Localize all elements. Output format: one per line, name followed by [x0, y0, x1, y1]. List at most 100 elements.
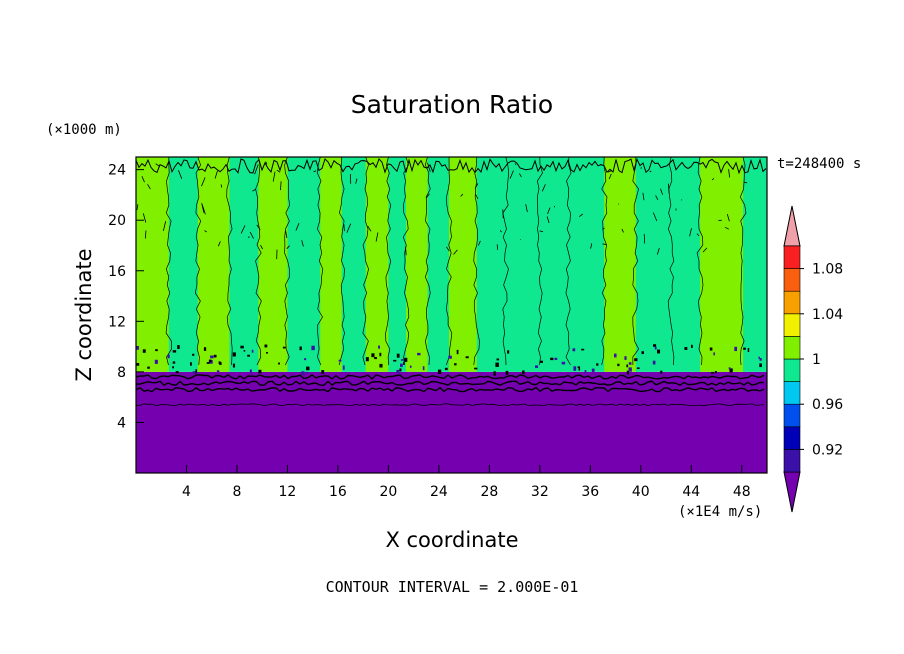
- noise-mark: [596, 363, 599, 366]
- noise-mark: [496, 358, 500, 361]
- noise-mark: [172, 366, 174, 369]
- noise-mark: [249, 369, 252, 374]
- noise-mark: [634, 358, 638, 362]
- x-tick-label: 12: [279, 484, 297, 500]
- noise-mark: [175, 371, 179, 374]
- noise-mark: [136, 346, 139, 350]
- noise-mark: [378, 345, 380, 349]
- noise-mark: [422, 366, 425, 371]
- contour-line: [165, 157, 172, 366]
- noise-mark: [321, 370, 325, 374]
- noise-mark: [399, 368, 402, 372]
- noise-mark: [621, 228, 624, 233]
- noise-mark: [728, 367, 731, 370]
- noise-mark: [691, 344, 693, 349]
- field-column: [287, 157, 321, 372]
- noise-mark: [514, 163, 517, 166]
- noise-mark: [684, 347, 688, 350]
- noise-mark: [142, 349, 146, 353]
- field-column: [258, 157, 288, 372]
- x-axis: 4 8 12 16 20 24 28 32 36 40 44 48: [182, 465, 751, 500]
- x-tick-label: 20: [379, 484, 397, 500]
- noise-mark: [584, 370, 587, 374]
- noise-mark: [218, 361, 221, 364]
- contour-interval-note: CONTOUR INTERVAL = 2.000E-01: [326, 578, 579, 596]
- noise-mark: [154, 359, 158, 364]
- colorbar-swatch: [783, 449, 801, 473]
- noise-mark: [136, 204, 139, 211]
- x-tick-label: 36: [581, 484, 599, 500]
- noise-mark: [709, 347, 713, 351]
- noise-mark: [367, 225, 372, 232]
- noise-mark: [509, 170, 514, 179]
- noise-mark: [696, 233, 700, 237]
- field-column: [427, 157, 450, 372]
- noise-mark: [729, 368, 733, 373]
- y-axis: 4 8 12 16 20 24: [108, 163, 144, 431]
- subsaturated-layer: [136, 371, 767, 473]
- contour-line: [632, 157, 640, 366]
- colorbar-label: 1: [812, 352, 821, 368]
- noise-mark: [206, 362, 210, 364]
- noise-mark: [195, 369, 198, 374]
- noise-mark: [400, 363, 403, 367]
- noise-mark: [192, 371, 197, 374]
- noise-mark: [653, 344, 657, 347]
- noise-mark: [550, 357, 554, 361]
- noise-mark: [178, 170, 183, 180]
- noise-mark: [396, 353, 400, 358]
- x-tick-label: 24: [430, 484, 448, 500]
- noise-mark: [403, 362, 405, 365]
- noise-mark: [365, 357, 369, 362]
- noise-mark: [142, 213, 147, 223]
- y-tick-label: 8: [117, 365, 126, 381]
- noise-mark: [247, 354, 250, 357]
- noise-mark: [743, 181, 748, 184]
- y-tick-label: 12: [108, 314, 126, 330]
- noise-mark: [702, 247, 708, 253]
- noise-mark: [213, 354, 217, 358]
- noise-mark: [546, 216, 550, 224]
- noise-mark: [260, 244, 263, 250]
- noise-mark: [507, 350, 510, 354]
- contour-line: [194, 157, 202, 366]
- noise-mark: [375, 232, 379, 242]
- noise-mark: [355, 178, 358, 184]
- y-tick-label: 24: [108, 163, 126, 179]
- noise-mark: [656, 247, 660, 255]
- noise-mark: [286, 245, 290, 249]
- noise-mark: [201, 177, 206, 187]
- noise-mark: [254, 164, 259, 175]
- noise-mark: [624, 356, 627, 360]
- noise-mark: [167, 354, 170, 359]
- contour-line: [136, 386, 765, 393]
- noise-mark: [295, 223, 300, 231]
- noise-mark: [573, 366, 577, 371]
- colorbar: 0.92 0.96 1 1.04 1.08: [783, 205, 843, 513]
- noise-mark: [478, 240, 481, 246]
- field-column: [341, 157, 367, 372]
- noise-mark: [203, 347, 207, 351]
- noise-mark: [220, 184, 223, 188]
- noise-mark: [379, 363, 383, 368]
- field-column: [365, 157, 389, 372]
- noise-mark: [652, 212, 658, 222]
- field-column: [406, 157, 429, 372]
- contour-line: [255, 157, 262, 366]
- y-axis-units: (×1000 m): [46, 122, 122, 138]
- noise-mark: [660, 188, 663, 195]
- noise-mark: [306, 366, 310, 371]
- x-tick-label: 48: [733, 484, 751, 500]
- noise-mark: [689, 228, 692, 237]
- noise-mark: [396, 369, 400, 374]
- noise-mark: [147, 366, 150, 369]
- noise-mark: [216, 370, 220, 373]
- colorbar-swatch: [783, 245, 801, 269]
- contour-line: [424, 157, 431, 366]
- noise-mark: [474, 367, 478, 370]
- noise-mark: [251, 349, 254, 353]
- noise-mark: [278, 362, 280, 365]
- noise-mark: [495, 362, 499, 367]
- noise-mark: [282, 346, 286, 349]
